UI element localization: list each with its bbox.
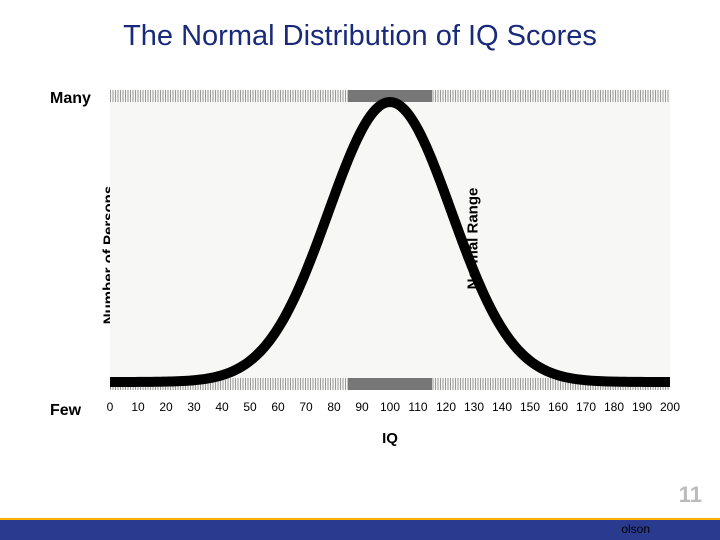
- bell-curve: [110, 90, 670, 390]
- slide-title: The Normal Distribution of IQ Scores: [0, 0, 720, 53]
- x-tick: 20: [159, 400, 172, 414]
- x-tick: 200: [660, 400, 680, 414]
- x-tick: 40: [215, 400, 228, 414]
- x-tick: 60: [271, 400, 284, 414]
- author-label: olson: [621, 522, 650, 536]
- x-tick: 80: [327, 400, 340, 414]
- y-axis-max-label: Many: [50, 90, 91, 108]
- x-tick: 30: [187, 400, 200, 414]
- x-tick: 190: [632, 400, 652, 414]
- x-tick: 120: [436, 400, 456, 414]
- x-tick: 130: [464, 400, 484, 414]
- x-tick: 70: [299, 400, 312, 414]
- x-tick: 140: [492, 400, 512, 414]
- x-tick: 110: [408, 400, 427, 414]
- x-tick: 180: [604, 400, 624, 414]
- chart-area: Many Number of Persons Few Normal Range …: [50, 90, 670, 420]
- footer-bar: [0, 518, 720, 540]
- x-tick: 170: [576, 400, 596, 414]
- x-axis-label: IQ: [110, 430, 670, 447]
- plot-region: Normal Range: [110, 90, 670, 390]
- page-number: 11: [679, 482, 702, 508]
- x-axis-ticks: 0 10 20 30 40 50 60 70 80 90 100 110 120 130 140 150 160…: [110, 400, 670, 420]
- normal-range-label: Normal Range: [464, 188, 481, 290]
- slide: The Normal Distribution of IQ Scores Man…: [0, 0, 720, 540]
- x-tick: 50: [243, 400, 256, 414]
- x-tick: 10: [131, 400, 144, 414]
- x-tick: 90: [355, 400, 368, 414]
- x-tick: 160: [548, 400, 568, 414]
- x-tick: 0: [107, 400, 114, 414]
- y-axis-min-label: Few: [50, 402, 81, 420]
- x-tick: 100: [380, 400, 400, 414]
- x-tick: 150: [520, 400, 540, 414]
